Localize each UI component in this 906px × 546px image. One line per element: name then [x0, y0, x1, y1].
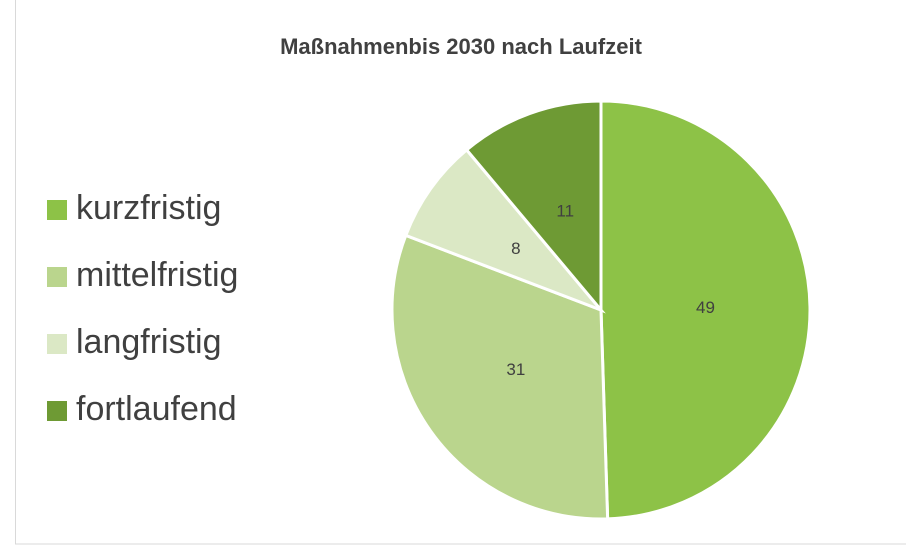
data-label: 31: [506, 360, 525, 379]
data-label: 8: [511, 239, 520, 258]
legend-label: mittelfristig: [76, 256, 238, 294]
pie-slice: [599, 99, 812, 521]
pie-slice: [403, 147, 606, 314]
data-label: 49: [696, 298, 715, 317]
legend-swatch: [47, 267, 67, 287]
pie-slice: [464, 99, 603, 315]
legend-label: langfristig: [76, 323, 222, 361]
legend-swatch: [47, 334, 67, 354]
chart-title: Maßnahmenbis 2030 nach Laufzeit: [280, 34, 643, 59]
pie-slice: [390, 233, 610, 521]
legend-label: kurzfristig: [76, 189, 221, 227]
legend-swatch: [47, 200, 67, 220]
legend-label: fortlaufend: [76, 390, 237, 428]
legend-swatch: [47, 401, 67, 421]
data-label: 11: [556, 201, 574, 220]
